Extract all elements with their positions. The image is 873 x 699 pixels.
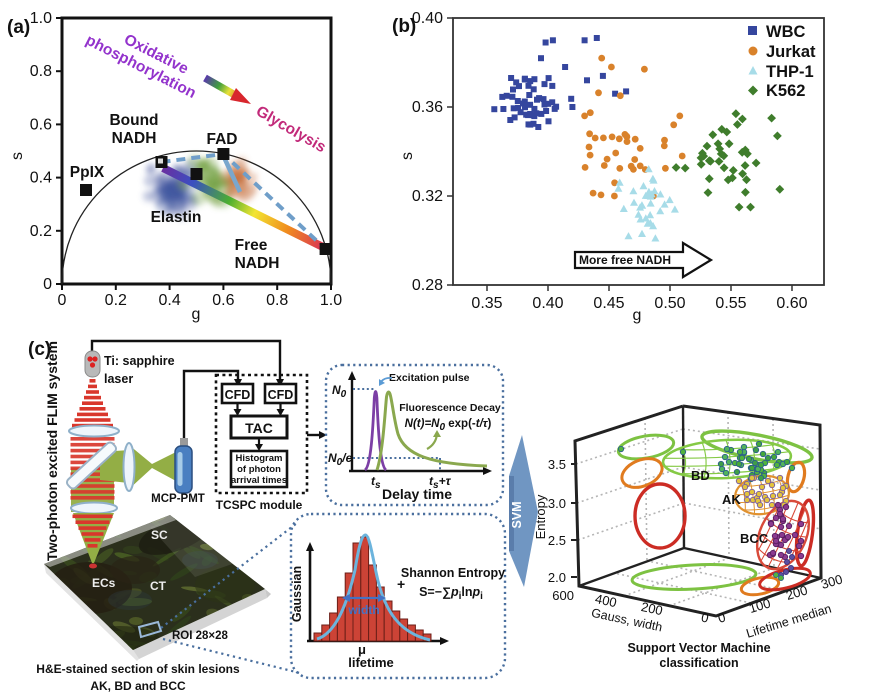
svg-text:TCSPC module: TCSPC module xyxy=(216,498,303,512)
svg-text:(c): (c) xyxy=(28,339,51,360)
svg-text:CFD: CFD xyxy=(268,388,294,402)
svg-text:0.36: 0.36 xyxy=(412,99,443,116)
svg-text:0.40: 0.40 xyxy=(412,10,443,27)
svg-text:0.32: 0.32 xyxy=(412,188,443,205)
svg-text:0: 0 xyxy=(43,276,52,293)
svg-text:TAC: TAC xyxy=(245,420,273,436)
svg-text:3.5: 3.5 xyxy=(548,457,566,472)
svg-text:Excitation pulse: Excitation pulse xyxy=(389,372,470,384)
svg-text:laser: laser xyxy=(104,372,133,386)
svg-text:100: 100 xyxy=(747,595,772,616)
svg-text:200: 200 xyxy=(640,599,664,618)
svg-text:Gaussian: Gaussian xyxy=(290,566,304,622)
svg-text:Shannon Entropy: Shannon Entropy xyxy=(401,566,505,580)
svg-text:600: 600 xyxy=(552,588,574,603)
svg-text:AK: AK xyxy=(722,492,741,507)
svg-text:Glycolysis: Glycolysis xyxy=(253,103,329,156)
svg-text:PpIX: PpIX xyxy=(70,164,105,181)
svg-text:NADH: NADH xyxy=(235,255,280,272)
svg-text:0: 0 xyxy=(58,292,67,309)
svg-text:SC: SC xyxy=(151,528,168,542)
svg-text:Delay time: Delay time xyxy=(382,486,452,502)
svg-text:lifetime: lifetime xyxy=(348,655,394,670)
svg-text:0.2: 0.2 xyxy=(105,292,127,309)
svg-text:Jurkat: Jurkat xyxy=(766,43,816,61)
svg-text:NADH: NADH xyxy=(112,130,157,147)
svg-text:of photon: of photon xyxy=(237,464,281,475)
svg-text:N0: N0 xyxy=(332,383,347,400)
svg-text:0.4: 0.4 xyxy=(30,170,52,187)
svg-text:H&E-stained section of skin le: H&E-stained section of skin lesions xyxy=(36,662,240,676)
svg-text:classification: classification xyxy=(659,656,738,670)
svg-text:+: + xyxy=(397,576,405,592)
svg-text:More free NADH: More free NADH xyxy=(579,253,671,267)
svg-text:3.0: 3.0 xyxy=(548,496,566,511)
svg-text:0.55: 0.55 xyxy=(715,295,746,312)
svg-text:s: s xyxy=(9,152,26,160)
svg-text:0.8: 0.8 xyxy=(30,63,52,80)
svg-text:Support Vector Machine: Support Vector Machine xyxy=(627,641,770,655)
svg-text:Fluorescence Decay: Fluorescence Decay xyxy=(399,402,501,414)
svg-text:CT: CT xyxy=(150,579,167,593)
svg-text:Histogram: Histogram xyxy=(236,453,283,464)
svg-text:Bound: Bound xyxy=(109,112,158,129)
svg-text:FAD: FAD xyxy=(207,131,238,148)
svg-text:400: 400 xyxy=(594,591,618,610)
svg-text:Free: Free xyxy=(235,237,268,254)
svg-text:g: g xyxy=(192,306,201,323)
svg-text:THP-1: THP-1 xyxy=(766,63,814,81)
svg-text:width: width xyxy=(347,603,379,617)
svg-text:(b): (b) xyxy=(392,16,416,37)
svg-text:μ: μ xyxy=(358,642,366,657)
svg-text:CFD: CFD xyxy=(225,388,251,402)
svg-text:Entropy: Entropy xyxy=(533,494,548,539)
svg-text:AK, BD and BCC: AK, BD and BCC xyxy=(90,679,186,693)
svg-text:0: 0 xyxy=(700,610,710,626)
svg-text:0.50: 0.50 xyxy=(654,295,685,312)
svg-text:Ti: sapphire: Ti: sapphire xyxy=(104,354,175,368)
svg-text:MCP-PMT: MCP-PMT xyxy=(151,493,205,505)
svg-text:BCC: BCC xyxy=(740,531,769,546)
svg-text:N(t)=N0 exp(-t/τ): N(t)=N0 exp(-t/τ) xyxy=(405,418,492,433)
svg-text:BD: BD xyxy=(691,468,710,483)
svg-text:1.0: 1.0 xyxy=(320,292,342,309)
svg-text:0.6: 0.6 xyxy=(212,292,234,309)
svg-text:0.60: 0.60 xyxy=(776,295,807,312)
svg-text:g: g xyxy=(633,307,642,324)
svg-text:S=−∑pilnpi: S=−∑pilnpi xyxy=(419,585,483,602)
svg-text:1.0: 1.0 xyxy=(30,10,52,27)
svg-text:0.45: 0.45 xyxy=(593,295,624,312)
svg-text:N0/e: N0/e xyxy=(328,451,353,468)
svg-text:ts+τ: ts+τ xyxy=(429,474,452,491)
svg-text:0.40: 0.40 xyxy=(532,295,563,312)
svg-text:2.5: 2.5 xyxy=(548,533,566,548)
svg-text:0.6: 0.6 xyxy=(30,116,52,133)
svg-text:300: 300 xyxy=(819,571,844,592)
svg-text:ECs: ECs xyxy=(92,576,116,590)
svg-text:0.4: 0.4 xyxy=(158,292,180,309)
svg-text:0.8: 0.8 xyxy=(266,292,288,309)
svg-text:ROI 28×28: ROI 28×28 xyxy=(172,630,229,642)
svg-text:s: s xyxy=(399,152,416,160)
svg-text:K562: K562 xyxy=(766,82,805,100)
svg-text:arrival times: arrival times xyxy=(231,475,287,486)
svg-text:0.35: 0.35 xyxy=(471,295,502,312)
svg-text:Two-photon excited FLIM system: Two-photon excited FLIM system xyxy=(44,341,60,561)
svg-text:2.0: 2.0 xyxy=(548,570,566,585)
svg-text:0.28: 0.28 xyxy=(412,277,443,294)
svg-text:Elastin: Elastin xyxy=(151,209,202,226)
svg-text:SVM: SVM xyxy=(510,501,524,528)
svg-text:ts: ts xyxy=(371,474,381,491)
svg-text:0: 0 xyxy=(716,609,727,625)
svg-text:0.2: 0.2 xyxy=(30,223,52,240)
svg-text:WBC: WBC xyxy=(766,23,805,41)
svg-text:(a): (a) xyxy=(7,17,30,38)
